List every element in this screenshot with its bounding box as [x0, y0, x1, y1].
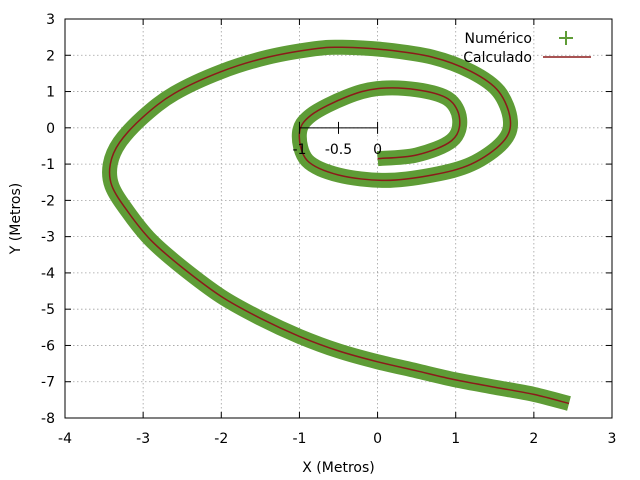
legend-label-numerico: Numérico	[464, 31, 532, 47]
x-tick-label: 1	[451, 431, 460, 447]
inset-tick-label: 0	[373, 142, 382, 158]
x-tick-label: 3	[608, 431, 617, 447]
y-tick-label: -4	[41, 266, 55, 282]
y-axis-label: Y (Metros)	[8, 183, 24, 255]
y-tick-label: -7	[41, 375, 55, 391]
x-axis-label: X (Metros)	[302, 460, 374, 476]
y-tick-label: 3	[46, 12, 55, 28]
y-tick-label: 1	[46, 85, 55, 101]
y-tick-label: -8	[41, 411, 55, 427]
y-tick-label: -3	[41, 230, 55, 246]
y-tick-label: -1	[41, 157, 55, 173]
legend: Numérico Calculado	[463, 31, 591, 66]
legend-label-calculado: Calculado	[463, 50, 532, 66]
y-tick-label: -5	[41, 302, 55, 318]
inset-tick-label: -0.5	[325, 142, 352, 158]
y-tick-label: -6	[41, 338, 55, 354]
x-tick-label: 2	[529, 431, 538, 447]
y-tick-label: 0	[46, 121, 55, 137]
inset-tick-label: -1	[292, 142, 306, 158]
x-tick-label: -2	[214, 431, 228, 447]
x-tick-label: -1	[292, 431, 306, 447]
x-tick-label: -3	[136, 431, 150, 447]
axis-ticks: -4 -3 -2 -1 0 1 2 3 -8 -7 -6 -5 -4 -3 -2 -1 0 1 2 3	[41, 12, 616, 447]
inset-axis: -1 -0.5 0	[292, 121, 382, 158]
plot-frame	[64, 18, 613, 419]
y-tick-label: -2	[41, 193, 55, 209]
series-calculado	[108, 46, 570, 405]
plot-area	[101, 39, 571, 411]
x-tick-label: 0	[373, 431, 382, 447]
x-tick-label: -4	[58, 431, 72, 447]
y-tick-label: 2	[46, 48, 55, 64]
